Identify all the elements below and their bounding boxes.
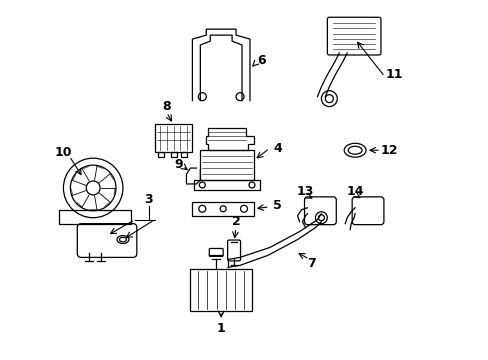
Text: 9: 9 <box>174 158 183 171</box>
Text: 4: 4 <box>273 142 282 155</box>
Text: 7: 7 <box>306 257 315 270</box>
Text: 8: 8 <box>162 100 171 113</box>
Text: 10: 10 <box>55 146 72 159</box>
Text: 13: 13 <box>296 185 314 198</box>
Text: 5: 5 <box>273 199 282 212</box>
Text: 14: 14 <box>346 185 363 198</box>
Text: 3: 3 <box>144 193 153 206</box>
Text: 11: 11 <box>385 68 402 81</box>
Text: 12: 12 <box>379 144 397 157</box>
Text: 2: 2 <box>231 215 240 228</box>
Text: 6: 6 <box>257 54 265 67</box>
Text: 1: 1 <box>216 322 225 336</box>
